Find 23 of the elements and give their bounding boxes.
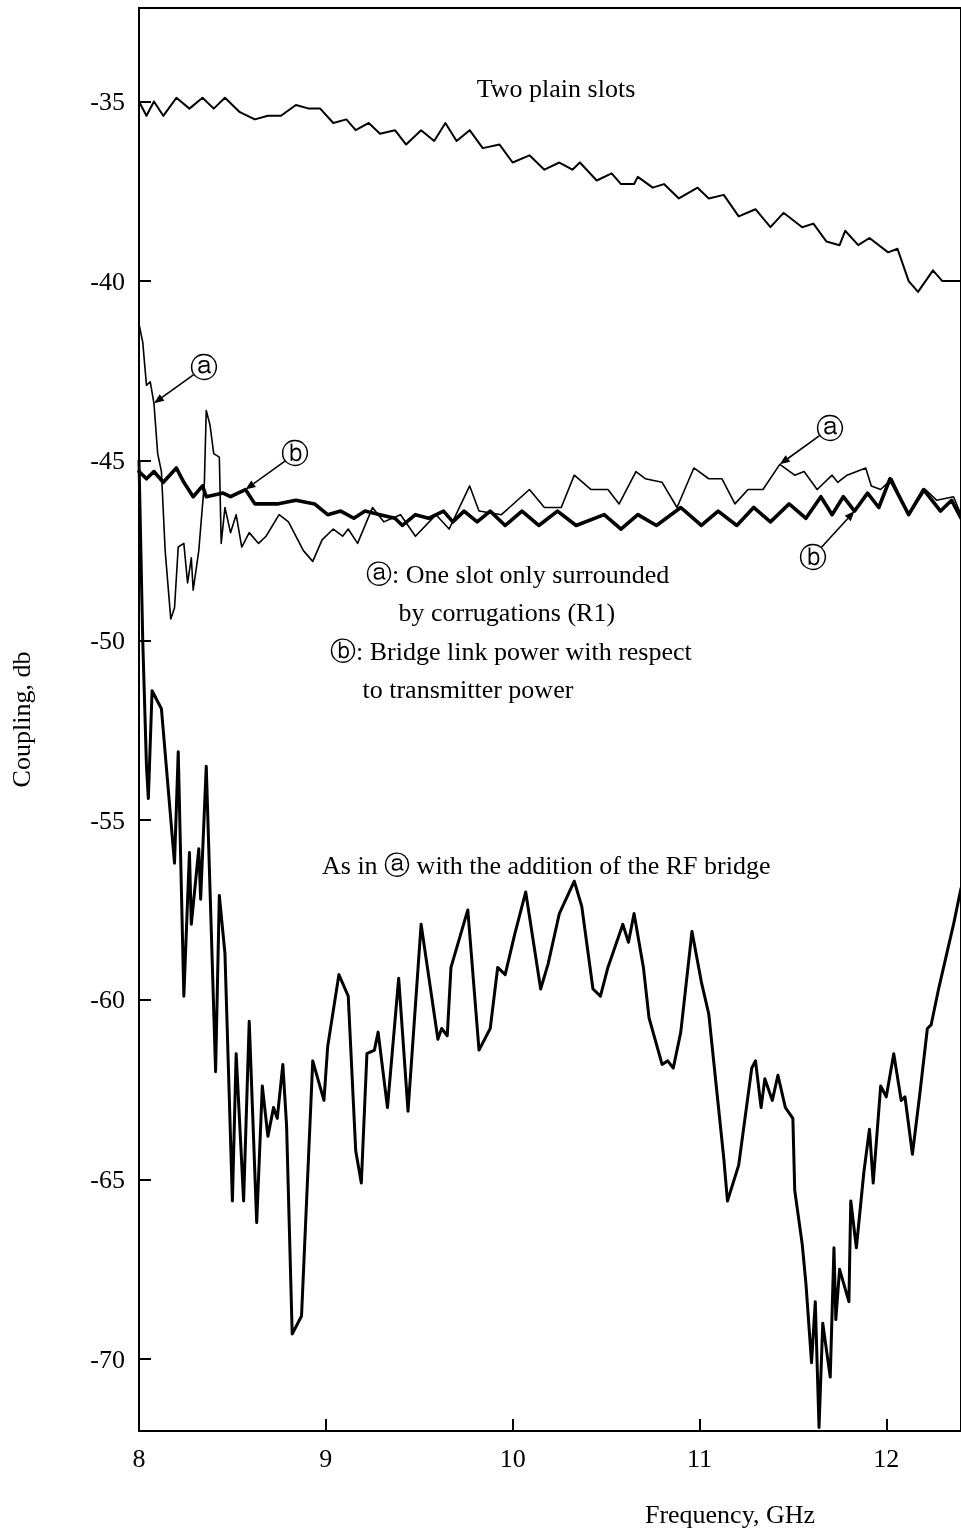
x-tick-label: 8 (132, 1443, 146, 1473)
annotation: ⓐ (815, 412, 844, 444)
x-axis-title: Frequency, GHz (644, 1499, 816, 1529)
x-tick-label: 12 (873, 1443, 900, 1473)
y-tick-label: -50 (90, 625, 125, 655)
y-tick-label: -60 (90, 985, 125, 1015)
annotation: ⓑ: Bridge link power with respect to transmitter power (330, 636, 693, 704)
x-tick-label: 10 (499, 1443, 526, 1473)
y-tick-label: -70 (90, 1344, 125, 1374)
annotation: ⓐ (189, 351, 218, 383)
y-tick-label: -35 (90, 86, 125, 116)
annotation: ⓑ (798, 541, 827, 573)
annotation: ⓐ: One slot only surrounded by corrugations (R1) (366, 559, 670, 627)
y-tick-label: -65 (90, 1164, 125, 1194)
annotation: ⓑ (281, 438, 310, 470)
y-axis-title: Coupling, db (6, 651, 36, 788)
y-tick-label: -45 (90, 446, 125, 476)
annotation: Two plain slots (476, 73, 636, 103)
x-tick-label: 9 (319, 1443, 333, 1473)
y-tick-label: -55 (90, 805, 125, 835)
annotation: As in ⓐ with the addition of the RF bridge (322, 850, 771, 880)
x-tick-label: 11 (686, 1443, 712, 1473)
y-tick-label: -40 (90, 266, 125, 296)
